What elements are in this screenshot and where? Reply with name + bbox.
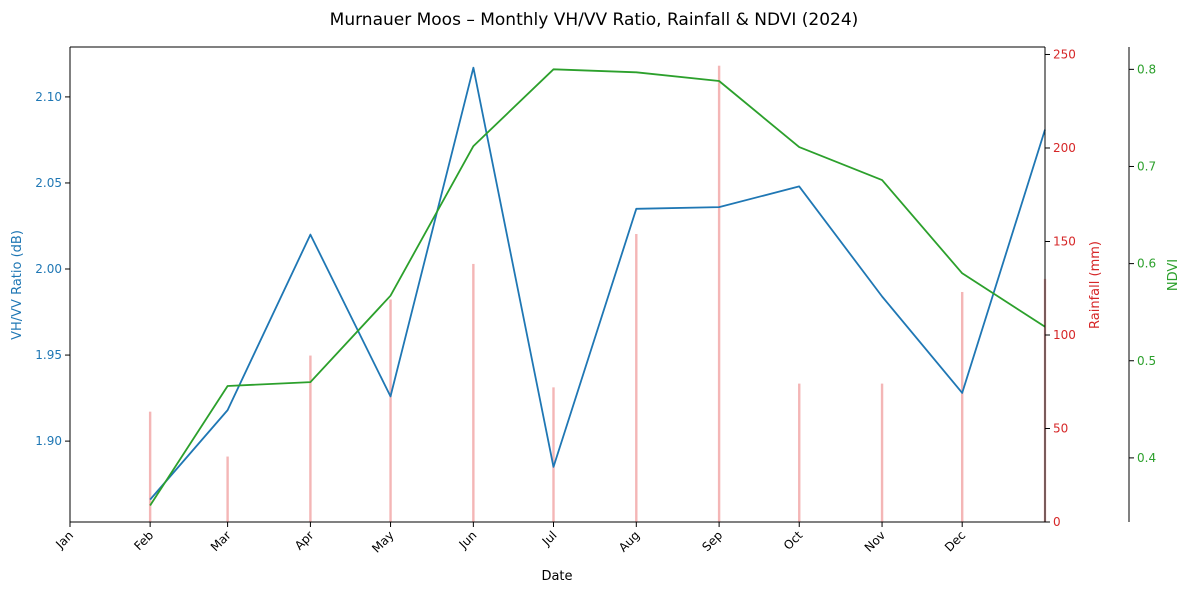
rainfall-bar xyxy=(798,383,801,522)
y-tick-label: 0 xyxy=(1053,515,1061,529)
rainfall-bar xyxy=(472,263,475,522)
y-tick-label: 1.95 xyxy=(35,348,62,362)
y-tick-label: 0.6 xyxy=(1137,257,1156,271)
y-tick-label: 150 xyxy=(1053,234,1076,248)
rainfall-bar xyxy=(635,234,638,522)
chart-title: Murnauer Moos – Monthly VH/VV Ratio, Rai… xyxy=(330,10,859,30)
rainfall-bar xyxy=(552,387,555,522)
y-tick-label: 0.7 xyxy=(1137,159,1156,173)
rainfall-bar xyxy=(960,291,964,522)
y-tick-label: 2.05 xyxy=(35,176,62,190)
vhvv-ratio-line xyxy=(149,66,1046,501)
y-tick-label: 0.8 xyxy=(1137,62,1156,76)
rainfall-bar xyxy=(880,383,884,522)
rainfall-bar xyxy=(148,411,152,522)
y-axis-label-ndvi: NDVI xyxy=(1166,259,1181,291)
series-lines xyxy=(149,66,1046,506)
y-axis-label-vhvv: VH/VV Ratio (dB) xyxy=(10,230,25,340)
y-tick-label: 2.00 xyxy=(35,262,62,276)
y-axis-vhvv: 1.90 1.95 2.00 2.05 2.10 xyxy=(35,90,70,448)
y-axis-label-rainfall: Rainfall (mm) xyxy=(1088,241,1103,329)
y-axis-rainfall: 0 50 100 150 200 250 xyxy=(1045,47,1076,529)
rainfall-bar xyxy=(309,355,312,522)
rainfall-bar xyxy=(717,65,721,522)
y-axis-ndvi: 0.4 0.5 0.6 0.7 0.8 xyxy=(1129,62,1156,465)
rainfall-bar xyxy=(389,299,392,522)
rainfall-bar xyxy=(226,456,229,522)
y-tick-label: 200 xyxy=(1053,141,1076,155)
y-tick-label: 50 xyxy=(1053,421,1068,435)
y-tick-label: 0.4 xyxy=(1137,451,1156,465)
y-tick-label: 2.10 xyxy=(35,90,62,104)
y-tick-label: 100 xyxy=(1053,328,1076,342)
y-tick-label: 1.90 xyxy=(35,434,62,448)
ndvi-line xyxy=(149,68,1046,506)
x-axis-label: Date xyxy=(541,569,572,584)
y-tick-label: 0.5 xyxy=(1137,354,1156,368)
y-tick-label: 250 xyxy=(1053,47,1076,61)
